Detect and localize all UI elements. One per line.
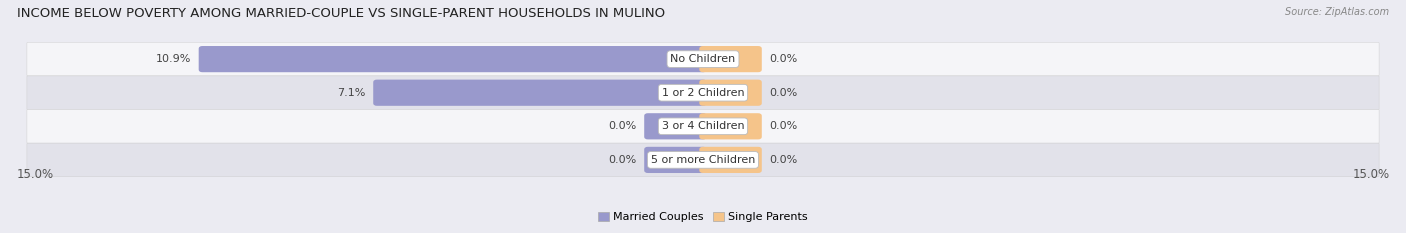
Text: 0.0%: 0.0%	[609, 155, 637, 165]
FancyBboxPatch shape	[27, 110, 1379, 143]
Text: 0.0%: 0.0%	[769, 54, 797, 64]
Text: 3 or 4 Children: 3 or 4 Children	[662, 121, 744, 131]
Text: 10.9%: 10.9%	[156, 54, 191, 64]
Text: 15.0%: 15.0%	[17, 168, 53, 181]
FancyBboxPatch shape	[699, 113, 762, 139]
FancyBboxPatch shape	[27, 76, 1379, 110]
FancyBboxPatch shape	[373, 80, 707, 106]
Text: 0.0%: 0.0%	[769, 88, 797, 98]
Text: 15.0%: 15.0%	[1353, 168, 1389, 181]
FancyBboxPatch shape	[644, 113, 707, 139]
FancyBboxPatch shape	[27, 143, 1379, 177]
Text: 0.0%: 0.0%	[609, 121, 637, 131]
Text: INCOME BELOW POVERTY AMONG MARRIED-COUPLE VS SINGLE-PARENT HOUSEHOLDS IN MULINO: INCOME BELOW POVERTY AMONG MARRIED-COUPL…	[17, 7, 665, 20]
FancyBboxPatch shape	[699, 147, 762, 173]
FancyBboxPatch shape	[644, 147, 707, 173]
FancyBboxPatch shape	[699, 46, 762, 72]
FancyBboxPatch shape	[27, 42, 1379, 76]
FancyBboxPatch shape	[699, 80, 762, 106]
FancyBboxPatch shape	[198, 46, 707, 72]
Text: 7.1%: 7.1%	[337, 88, 366, 98]
Text: No Children: No Children	[671, 54, 735, 64]
Legend: Married Couples, Single Parents: Married Couples, Single Parents	[593, 208, 813, 227]
Text: 5 or more Children: 5 or more Children	[651, 155, 755, 165]
Text: 1 or 2 Children: 1 or 2 Children	[662, 88, 744, 98]
Text: 0.0%: 0.0%	[769, 155, 797, 165]
Text: Source: ZipAtlas.com: Source: ZipAtlas.com	[1285, 7, 1389, 17]
Text: 0.0%: 0.0%	[769, 121, 797, 131]
